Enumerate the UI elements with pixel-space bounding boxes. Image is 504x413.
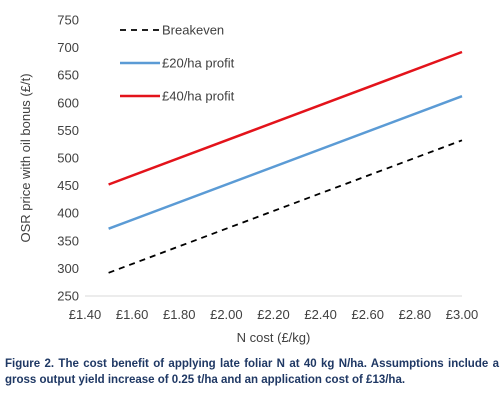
series-line-2	[108, 95, 463, 230]
y-tick-label: 250	[57, 289, 79, 304]
y-tick-label: 400	[57, 206, 79, 221]
y-tick-label: 550	[57, 123, 79, 138]
series-line-1	[108, 139, 463, 274]
series-lines	[108, 50, 463, 274]
x-tick-label: £2.80	[399, 307, 432, 322]
x-tick-label: £3.00	[446, 307, 479, 322]
y-tick-label: 750	[57, 13, 79, 28]
x-tick-label: £2.40	[304, 307, 337, 322]
y-tick-label: 650	[57, 68, 79, 83]
legend-label: £20/ha profit	[162, 56, 235, 71]
y-tick-label: 300	[57, 261, 79, 276]
x-tick-label: £1.40	[69, 307, 102, 322]
legend-label: Breakeven	[162, 23, 224, 38]
legend-label: £40/ha profit	[162, 89, 235, 104]
y-tick-label: 350	[57, 233, 79, 248]
figure-caption: Figure 2. The cost benefit of applying l…	[5, 358, 499, 386]
x-axis-ticks: £1.40 £1.60 £1.80 £2.00 £2.20 £2.40 £2.60 £2.80…	[69, 307, 479, 322]
x-tick-label: £2.20	[257, 307, 290, 322]
series-line-3	[108, 50, 463, 186]
y-axis-ticks: 250 300 350 400 450 500 550 600 650 700 750	[57, 13, 79, 304]
y-tick-label: 450	[57, 178, 79, 193]
y-tick-label: 600	[57, 95, 79, 110]
y-axis-title: OSR price with oil bonus (£/t)	[18, 73, 33, 242]
x-tick-label: £1.60	[116, 307, 149, 322]
y-tick-label: 700	[57, 40, 79, 55]
x-tick-label: £2.00	[210, 307, 243, 322]
legend: Breakeven £20/ha profit £40/ha profit	[120, 23, 235, 104]
x-axis-title: N cost (£/kg)	[237, 330, 311, 345]
y-tick-label: 500	[57, 151, 79, 166]
x-tick-label: £1.80	[163, 307, 196, 322]
x-tick-label: £2.60	[351, 307, 384, 322]
